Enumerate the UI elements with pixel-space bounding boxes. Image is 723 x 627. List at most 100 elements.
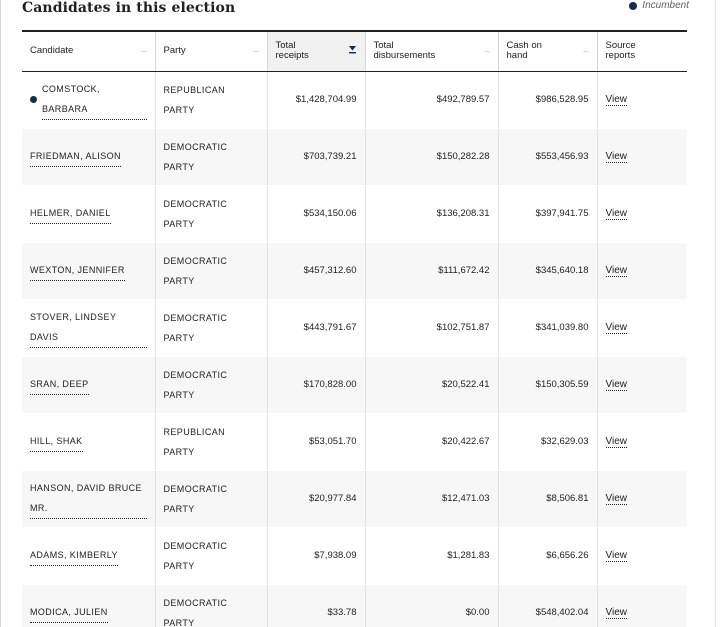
column-label: Total disbursements bbox=[373, 40, 436, 62]
cell-cash-on-hand: $6,656.26 bbox=[497, 527, 597, 585]
cell-candidate: ADAMS, KIMBERLY bbox=[22, 527, 155, 585]
column-label: Candidate bbox=[30, 45, 74, 57]
table-row: HELMER, DANIEL DEMOCRATIC PARTY $534,150.0… bbox=[22, 185, 687, 243]
table-row: SRAN, DEEP DEMOCRATIC PARTY $170,828.00 $20… bbox=[22, 356, 687, 414]
sort-neutral-icon: – bbox=[583, 46, 589, 57]
column-header-cash-on-hand[interactable]: Cash on hand – bbox=[497, 30, 597, 72]
cell-party: REPUBLICAN PARTY bbox=[154, 71, 267, 129]
view-report-link[interactable]: View bbox=[605, 151, 627, 163]
cell-total-receipts: $20,977.84 bbox=[266, 470, 365, 528]
cell-cash-on-hand: $986,528.95 bbox=[497, 71, 597, 129]
candidate-link[interactable]: WEXTON, JENNIFER bbox=[30, 260, 125, 281]
view-report-link[interactable]: View bbox=[605, 493, 627, 505]
candidate-link[interactable]: HANSON, DAVID BRUCE MR. bbox=[30, 478, 147, 519]
view-report-link[interactable]: View bbox=[605, 265, 627, 277]
table-row: FRIEDMAN, ALISON DEMOCRATIC PARTY $703,739… bbox=[22, 128, 687, 186]
cell-total-disbursements: $111,672.42 bbox=[364, 242, 498, 300]
cell-total-receipts: $457,312.60 bbox=[266, 242, 365, 300]
cell-total-disbursements: $0.00 bbox=[364, 584, 498, 627]
incumbent-dot-icon bbox=[629, 1, 638, 10]
view-report-link[interactable]: View bbox=[605, 436, 627, 448]
candidate-link[interactable]: COMSTOCK, BARBARA bbox=[42, 79, 147, 120]
view-report-link[interactable]: View bbox=[605, 379, 627, 391]
cell-party: REPUBLICAN PARTY bbox=[154, 413, 267, 471]
cell-party: DEMOCRATIC PARTY bbox=[154, 299, 267, 357]
cell-source-reports: View bbox=[596, 527, 687, 585]
column-label: Source reports bbox=[605, 40, 636, 62]
cell-party: DEMOCRATIC PARTY bbox=[154, 185, 267, 243]
sort-neutral-icon: – bbox=[253, 46, 259, 57]
column-header-party[interactable]: Party – bbox=[154, 30, 267, 72]
incumbent-legend-label: Incumbent bbox=[642, 0, 689, 11]
cell-party: DEMOCRATIC PARTY bbox=[154, 242, 267, 300]
column-header-candidate[interactable]: Candidate – bbox=[22, 30, 155, 72]
candidate-link[interactable]: HILL, SHAK bbox=[30, 431, 83, 452]
cell-candidate: COMSTOCK, BARBARA bbox=[22, 71, 155, 129]
candidates-table: Candidate – Party – Total receipts bbox=[22, 30, 687, 627]
cell-total-receipts: $534,150.06 bbox=[266, 185, 365, 243]
cell-candidate: MODICA, JULIEN bbox=[22, 584, 155, 627]
table-header-row: Candidate – Party – Total receipts bbox=[22, 30, 687, 72]
sort-neutral-icon: – bbox=[141, 46, 147, 57]
cell-candidate: STOVER, LINDSEY DAVIS bbox=[22, 299, 155, 357]
column-header-source-reports: Source reports bbox=[596, 30, 687, 72]
cell-source-reports: View bbox=[596, 71, 687, 129]
view-report-link[interactable]: View bbox=[605, 94, 627, 106]
column-label: Party bbox=[163, 45, 186, 57]
cell-cash-on-hand: $553,456.93 bbox=[497, 128, 597, 186]
cell-total-disbursements: $136,208.31 bbox=[364, 185, 498, 243]
candidate-link[interactable]: ADAMS, KIMBERLY bbox=[30, 545, 118, 566]
table-row: WEXTON, JENNIFER DEMOCRATIC PARTY $457,312… bbox=[22, 242, 687, 300]
column-label: Cash on hand bbox=[506, 40, 542, 62]
cell-source-reports: View bbox=[596, 470, 687, 528]
cell-candidate: HILL, SHAK bbox=[22, 413, 155, 471]
cell-source-reports: View bbox=[596, 185, 687, 243]
candidate-link[interactable]: FRIEDMAN, ALISON bbox=[30, 146, 121, 167]
column-header-total-disbursements[interactable]: Total disbursements – bbox=[364, 30, 498, 72]
cell-cash-on-hand: $345,640.18 bbox=[497, 242, 597, 300]
view-report-link[interactable]: View bbox=[605, 322, 627, 334]
cell-total-disbursements: $20,522.41 bbox=[364, 356, 498, 414]
sort-descending-icon bbox=[348, 45, 357, 58]
table-row: HILL, SHAK REPUBLICAN PARTY $53,051.70 $20,… bbox=[22, 413, 687, 471]
view-report-link[interactable]: View bbox=[605, 607, 627, 619]
candidate-link[interactable]: HELMER, DANIEL bbox=[30, 203, 111, 224]
cell-total-receipts: $53,051.70 bbox=[266, 413, 365, 471]
cell-cash-on-hand: $341,039.80 bbox=[497, 299, 597, 357]
cell-total-receipts: $170,828.00 bbox=[266, 356, 365, 414]
cell-source-reports: View bbox=[596, 128, 687, 186]
table-row: ADAMS, KIMBERLY DEMOCRATIC PARTY $7,938.09… bbox=[22, 527, 687, 585]
cell-total-disbursements: $12,471.03 bbox=[364, 470, 498, 528]
cell-total-disbursements: $492,789.57 bbox=[364, 71, 498, 129]
candidate-link[interactable]: MODICA, JULIEN bbox=[30, 602, 108, 623]
cell-candidate: WEXTON, JENNIFER bbox=[22, 242, 155, 300]
cell-cash-on-hand: $32,629.03 bbox=[497, 413, 597, 471]
cell-cash-on-hand: $8,506.81 bbox=[497, 470, 597, 528]
column-header-total-receipts[interactable]: Total receipts bbox=[266, 30, 365, 72]
table-row: COMSTOCK, BARBARA REPUBLICAN PARTY $1,428,… bbox=[22, 71, 687, 129]
cell-candidate: HELMER, DANIEL bbox=[22, 185, 155, 243]
cell-candidate: HANSON, DAVID BRUCE MR. bbox=[22, 470, 155, 528]
cell-total-disbursements: $1,281.83 bbox=[364, 527, 498, 585]
cell-total-receipts: $33.78 bbox=[266, 584, 365, 627]
candidate-link[interactable]: SRAN, DEEP bbox=[30, 374, 89, 395]
view-report-link[interactable]: View bbox=[605, 550, 627, 562]
table-row: STOVER, LINDSEY DAVIS DEMOCRATIC PARTY $44… bbox=[22, 299, 687, 357]
section-title: Candidates in this election bbox=[22, 0, 236, 16]
cell-total-disbursements: $102,751.87 bbox=[364, 299, 498, 357]
cell-party: DEMOCRATIC PARTY bbox=[154, 527, 267, 585]
cell-party: DEMOCRATIC PARTY bbox=[154, 584, 267, 627]
cell-source-reports: View bbox=[596, 413, 687, 471]
cell-source-reports: View bbox=[596, 242, 687, 300]
cell-candidate: FRIEDMAN, ALISON bbox=[22, 128, 155, 186]
cell-source-reports: View bbox=[596, 584, 687, 627]
cell-total-disbursements: $20,422.67 bbox=[364, 413, 498, 471]
column-label: Total receipts bbox=[275, 40, 309, 62]
cell-total-disbursements: $150,282.28 bbox=[364, 128, 498, 186]
cell-total-receipts: $7,938.09 bbox=[266, 527, 365, 585]
view-report-link[interactable]: View bbox=[605, 208, 627, 220]
cell-cash-on-hand: $548,402.04 bbox=[497, 584, 597, 627]
right-border bbox=[715, 0, 716, 627]
candidate-link[interactable]: STOVER, LINDSEY DAVIS bbox=[30, 307, 147, 348]
